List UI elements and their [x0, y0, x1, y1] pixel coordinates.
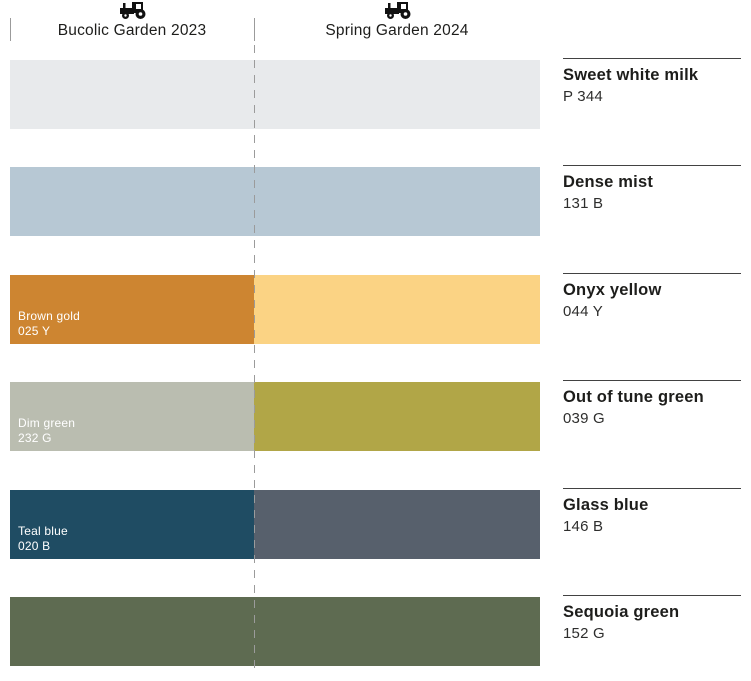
swatch-2024-sweet-white-milk[interactable]	[254, 60, 540, 129]
color-code: P 344	[563, 88, 603, 105]
color-name: Sweet white milk	[563, 66, 699, 84]
color-label-block: Dense mist 131 B	[563, 165, 741, 212]
palette-row: Teal blue 020 B Glass blue 146 B	[0, 488, 751, 559]
swatch-overlay-label: Teal blue 020 B	[18, 524, 68, 554]
swatch-color-code: 020 B	[18, 539, 51, 553]
palette-row: Brown gold 025 Y Onyx yellow 044 Y	[0, 273, 751, 344]
swatch-color-code: 025 Y	[18, 324, 51, 338]
column-header-2023: Bucolic Garden 2023	[10, 2, 254, 46]
color-code: 039 G	[563, 410, 605, 427]
column-label-2024: Spring Garden 2024	[325, 22, 469, 39]
swatch-2024-sequoia-green[interactable]	[254, 597, 540, 666]
color-label-block: Sequoia green 152 G	[563, 595, 741, 642]
swatch-2024-glass-blue[interactable]	[254, 490, 540, 559]
palette-row: Dense mist 131 B	[0, 165, 751, 236]
swatch-color-code: 232 G	[18, 431, 52, 445]
palette-row: Sequoia green 152 G	[0, 595, 751, 666]
color-name: Out of tune green	[563, 388, 704, 406]
palette-row: Sweet white milk P 344	[0, 58, 751, 129]
color-name: Glass blue	[563, 496, 649, 514]
color-label-block: Glass blue 146 B	[563, 488, 741, 535]
swatch-2023-sequoia-green[interactable]	[10, 597, 254, 666]
swatch-2023-brown-gold[interactable]: Brown gold 025 Y	[10, 275, 254, 344]
color-code: 146 B	[563, 518, 604, 535]
swatch-color-name: Dim green	[18, 416, 76, 430]
tractor-icon	[119, 2, 146, 19]
palette-row: Dim green 232 G Out of tune green 039 G	[0, 380, 751, 451]
color-name: Onyx yellow	[563, 281, 662, 299]
color-code: 131 B	[563, 195, 604, 212]
swatch-color-name: Teal blue	[18, 524, 68, 538]
color-code: 044 Y	[563, 303, 603, 320]
swatch-2024-out-of-tune-green[interactable]	[254, 382, 540, 451]
swatch-overlay-label: Brown gold 025 Y	[18, 309, 80, 339]
color-label-block: Onyx yellow 044 Y	[563, 273, 741, 320]
color-name: Dense mist	[563, 173, 654, 191]
header-center-tick	[254, 18, 255, 41]
swatch-2024-onyx-yellow[interactable]	[254, 275, 540, 344]
swatch-2023-dense-mist[interactable]	[10, 167, 254, 236]
swatch-overlay-label: Dim green 232 G	[18, 416, 75, 446]
swatch-2023-sweet-white-milk[interactable]	[10, 60, 254, 129]
color-name: Sequoia green	[563, 603, 680, 621]
color-code: 152 G	[563, 625, 605, 642]
column-label-2023: Bucolic Garden 2023	[57, 22, 207, 39]
swatch-2024-dense-mist[interactable]	[254, 167, 540, 236]
column-dashed-divider	[254, 45, 255, 675]
tractor-icon	[384, 2, 411, 19]
color-label-block: Out of tune green 039 G	[563, 380, 741, 427]
swatch-2023-dim-green[interactable]: Dim green 232 G	[10, 382, 254, 451]
header-left-tick	[10, 18, 11, 41]
color-label-block: Sweet white milk P 344	[563, 58, 741, 105]
column-header-2024: Spring Garden 2024	[254, 2, 540, 46]
swatch-color-name: Brown gold	[18, 309, 81, 323]
swatch-2023-teal-blue[interactable]: Teal blue 020 B	[10, 490, 254, 559]
